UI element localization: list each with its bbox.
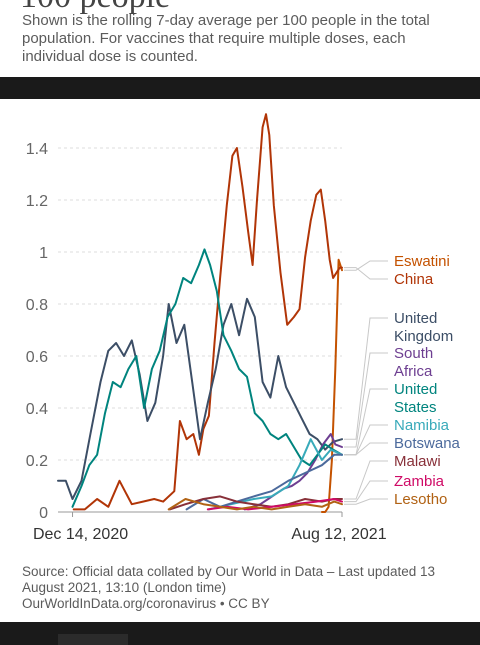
line-chart: 0 0.2 0.4 0.6 0.8 1 1.2 1.4 Dec 14, 2020 Aug 12, … bbox=[26, 113, 461, 543]
y-tick-label: 1.4 bbox=[26, 141, 48, 158]
legend-label-eswatini: Eswatini bbox=[394, 253, 450, 270]
legend-connector bbox=[344, 260, 388, 271]
legend-label-united-states: United States bbox=[394, 381, 437, 416]
legend-label-botswana: Botswana bbox=[394, 435, 461, 452]
y-tick-label: 0.6 bbox=[26, 349, 48, 366]
legend-label-united-kingdom: United Kingdom bbox=[394, 310, 453, 345]
legend-label-malawi: Malawi bbox=[394, 453, 441, 470]
legend-connector bbox=[344, 352, 388, 448]
y-tick-label: 0.4 bbox=[26, 401, 48, 418]
legend-connector bbox=[344, 424, 388, 456]
series-line-eswatini bbox=[320, 258, 343, 513]
legend-label-lesotho: Lesotho bbox=[394, 491, 447, 508]
y-tick-label: 1.2 bbox=[26, 193, 48, 210]
legend-label-south-africa: South Africa bbox=[394, 345, 433, 380]
legend-label-china: China bbox=[394, 271, 434, 288]
source-note: Source: Official data collated by Our Wo… bbox=[22, 564, 435, 595]
y-tick-label: 0.8 bbox=[26, 297, 48, 314]
bottom-tab bbox=[58, 634, 128, 645]
series-line-south-africa bbox=[243, 433, 343, 511]
x-tick-label: Dec 14, 2020 bbox=[33, 526, 128, 543]
axes: 0 0.2 0.4 0.6 0.8 1 1.2 1.4 Dec 14, 2020 Aug 12, … bbox=[26, 141, 387, 543]
y-tick-label: 0 bbox=[39, 505, 48, 522]
series-line-botswana bbox=[185, 453, 343, 511]
legend-label-namibia: Namibia bbox=[394, 417, 450, 434]
legend-connector bbox=[344, 460, 388, 500]
x-tick-label: Aug 12, 2021 bbox=[291, 526, 386, 543]
series-line-lesotho bbox=[167, 498, 343, 511]
y-tick-label: 1 bbox=[39, 245, 48, 262]
series-lines bbox=[57, 113, 343, 513]
series-line-zambia bbox=[206, 498, 343, 511]
chart-footer: Source: Official data collated by Our Wo… bbox=[22, 564, 462, 612]
series-line-united-kingdom bbox=[57, 297, 343, 500]
series-line-china bbox=[72, 113, 343, 511]
legend-connector bbox=[344, 480, 388, 503]
legend-connector bbox=[344, 267, 388, 280]
legend-connector bbox=[344, 317, 388, 440]
legend-connector bbox=[344, 442, 388, 456]
chart-subtitle: Shown is the rolling 7-day average per 1… bbox=[22, 12, 430, 65]
legend-connector bbox=[344, 388, 388, 456]
legend-connector bbox=[344, 498, 388, 505]
series-line-united-states bbox=[71, 248, 343, 508]
source-link[interactable]: OurWorldInData.org/coronavirus • CC BY bbox=[22, 596, 270, 611]
chart-title: 100 people bbox=[20, 0, 170, 14]
y-tick-label: 0.2 bbox=[26, 453, 48, 470]
legend-label-zambia: Zambia bbox=[394, 473, 445, 490]
top-dark-band bbox=[0, 77, 480, 99]
